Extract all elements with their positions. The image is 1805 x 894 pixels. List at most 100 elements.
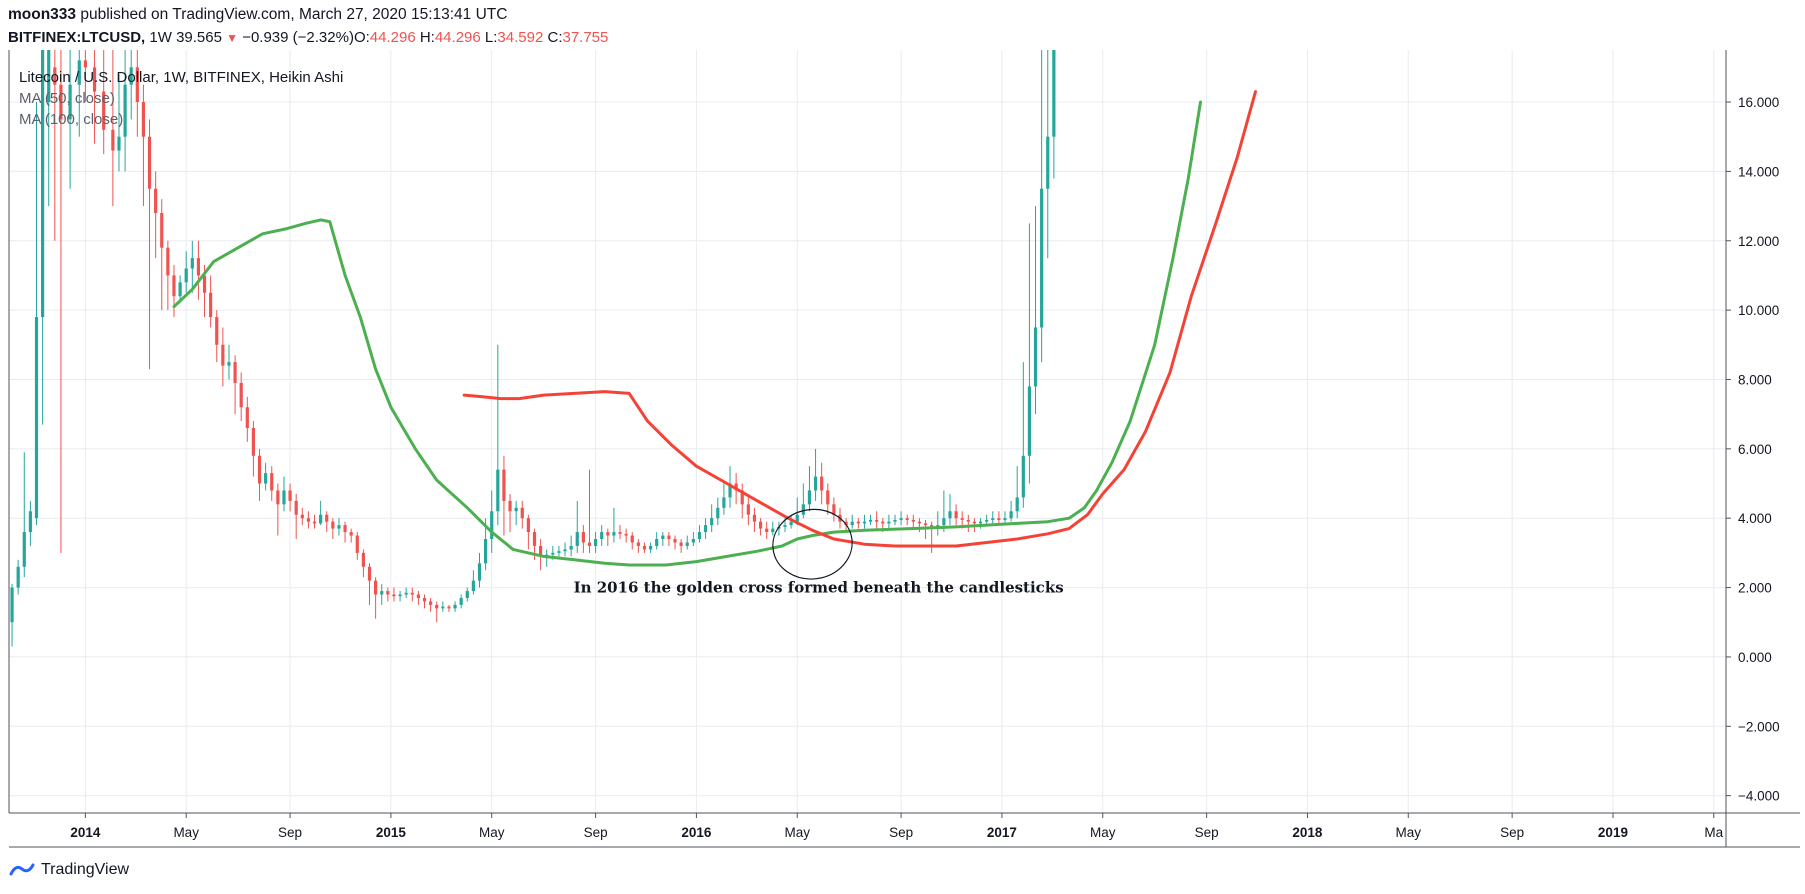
candle-body [166, 247, 170, 276]
candle-body [636, 542, 640, 546]
candle-body [41, 50, 45, 318]
y-tick-label: 10.000 [1738, 303, 1779, 318]
candle-body [380, 591, 384, 595]
candle-body [1033, 327, 1038, 387]
candle-body [300, 514, 304, 519]
candle-body [16, 566, 20, 588]
y-tick-label: 0.000 [1738, 650, 1772, 665]
candle-body [752, 514, 757, 522]
candle-body [679, 542, 683, 546]
candle-body [832, 504, 836, 515]
candle-body [68, 84, 72, 120]
candle-body [22, 532, 26, 567]
y-tick-label: 4.000 [1738, 511, 1772, 526]
candle-body [826, 490, 830, 505]
candle-body [398, 594, 402, 597]
tradingview-brand[interactable]: TradingView [9, 860, 129, 880]
candle-body [954, 511, 958, 519]
candle-body [1027, 386, 1032, 456]
candle-body [83, 60, 87, 68]
candle-body [978, 521, 983, 524]
x-tick-label: May [479, 825, 505, 840]
x-tick-label: Sep [1500, 825, 1524, 840]
candle-body [581, 532, 585, 543]
candle-body [215, 317, 219, 345]
y-tick-label: 16.000 [1738, 95, 1779, 110]
candle-body [325, 514, 329, 522]
candle-body [508, 500, 512, 512]
candle-body [453, 604, 457, 609]
candle-body [893, 519, 897, 522]
golden-cross-ellipse [772, 508, 853, 580]
candle-body [985, 519, 989, 522]
candle-body [441, 606, 445, 609]
y-tick-label: 8.000 [1738, 372, 1772, 387]
candle-body [502, 469, 506, 501]
brand-label: TradingView [41, 861, 130, 878]
chart-grid [9, 50, 1726, 813]
candle-body [490, 511, 494, 540]
candle-body [868, 519, 873, 522]
open-label: O: [353, 29, 370, 46]
legend-title: Litecoin / U.S. Dollar, 1W, BITFINEX, He… [19, 69, 344, 86]
symbol-info: BITFINEX:LTCUSD, 1W 39.565 ▼ −0.939 (−2.… [8, 29, 608, 46]
candle-body [410, 592, 414, 595]
y-tick-label: −2.000 [1738, 719, 1780, 734]
candle-body [196, 258, 201, 276]
candle-body [1021, 455, 1025, 498]
candle-body [184, 268, 188, 283]
candle-body [392, 594, 396, 597]
x-tick-label: May [784, 825, 810, 840]
candle-body [991, 518, 995, 520]
x-tick-label: 2019 [1598, 825, 1628, 840]
candle-body [917, 521, 922, 524]
candle-body [703, 525, 708, 533]
y-tick-label: 6.000 [1738, 442, 1772, 457]
y-tick-label: 2.000 [1738, 581, 1772, 596]
candle-body [899, 518, 903, 520]
candle-body [294, 500, 298, 515]
annotations: In 2016 the golden cross formed beneath … [574, 508, 1064, 597]
ma50-line [172, 100, 1202, 567]
candlesticks [10, 50, 1056, 647]
candle-body [758, 521, 763, 529]
candle-body [801, 504, 805, 515]
candle-body [59, 84, 63, 120]
candle-body [618, 532, 622, 534]
candle-body [343, 525, 347, 533]
candle-body [92, 67, 97, 92]
candle-body [600, 532, 604, 540]
close-label: C: [547, 29, 563, 46]
interval: 1W [149, 29, 172, 46]
candle-body [746, 504, 750, 515]
candle-body [282, 490, 286, 505]
candle-body [147, 136, 152, 189]
candle-body [667, 535, 671, 540]
candle-body [765, 528, 769, 533]
tradingview-logo-icon [9, 863, 35, 876]
candle-body [557, 551, 561, 553]
candle-body [942, 518, 946, 526]
candle-body [465, 591, 469, 598]
candle-body [422, 597, 427, 602]
candle-body [496, 469, 500, 512]
candle-body [575, 532, 579, 546]
candle-body [960, 518, 964, 520]
candle-body [135, 67, 139, 103]
candle-body [820, 476, 824, 491]
legend-ma50: MA (50, close) [19, 90, 115, 107]
x-tick-label: 2014 [70, 825, 101, 840]
candle-body [691, 539, 695, 543]
candle-body [111, 129, 115, 151]
candle-body [655, 539, 659, 546]
candle-body [28, 511, 32, 533]
candle-body [117, 136, 121, 151]
candle-body [1046, 136, 1050, 189]
candle-body [367, 566, 372, 581]
candle-body [312, 521, 317, 524]
legend-ma100: MA (100, close) [19, 111, 124, 128]
candle-body [856, 521, 860, 524]
symbol-name: BITFINEX:LTCUSD, [8, 29, 146, 46]
candle-body [862, 521, 867, 524]
